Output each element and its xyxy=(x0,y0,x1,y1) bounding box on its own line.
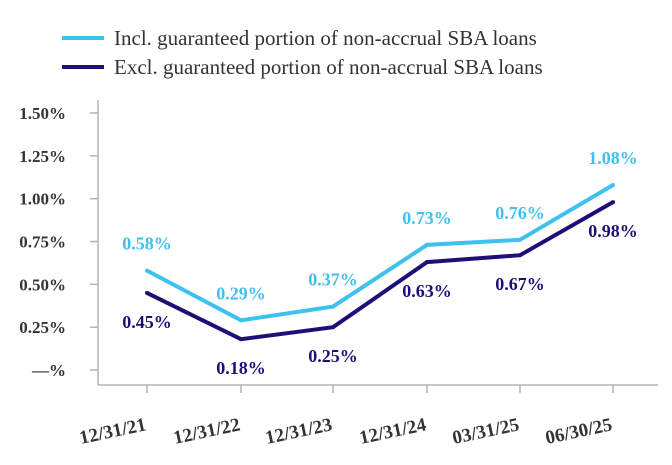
data-point xyxy=(145,268,149,273)
y-tick-label: —% xyxy=(31,361,66,380)
series-layer xyxy=(145,182,615,342)
data-label: 0.58% xyxy=(122,234,172,254)
data-label: 0.76% xyxy=(495,203,545,223)
data-label: 0.25% xyxy=(308,346,358,366)
y-tick-label: 1.00% xyxy=(19,190,66,209)
data-point xyxy=(425,242,429,247)
data-label: 0.37% xyxy=(308,270,358,290)
y-tick-label: 0.75% xyxy=(19,233,66,252)
y-tick-label: 1.25% xyxy=(19,147,66,166)
data-point xyxy=(611,200,615,205)
data-label: 0.98% xyxy=(588,221,638,241)
data-label: 0.67% xyxy=(495,274,545,294)
data-point xyxy=(239,337,243,342)
data-point xyxy=(331,325,335,330)
data-labels: 0.58% 0.29% 0.37% 0.73% 0.76% 1.08% 0.45% 0.18%… xyxy=(122,148,638,378)
data-point xyxy=(239,318,243,323)
x-tick-label: 06/30/25 xyxy=(544,414,614,449)
data-point xyxy=(425,260,429,265)
data-label: 1.08% xyxy=(588,148,638,168)
data-label: 0.18% xyxy=(216,358,266,378)
data-point xyxy=(518,237,522,242)
data-label: 0.73% xyxy=(402,208,452,228)
data-point xyxy=(518,253,522,258)
x-tick-label: 03/31/25 xyxy=(451,414,521,449)
x-tick-label: 12/31/23 xyxy=(264,414,334,449)
data-point xyxy=(611,182,615,187)
y-tick-label: 0.25% xyxy=(19,318,66,337)
data-point xyxy=(145,290,149,295)
legend: Incl. guaranteed portion of non-accrual … xyxy=(62,26,543,79)
data-label: 0.63% xyxy=(402,281,452,301)
data-label: 0.29% xyxy=(216,283,266,303)
x-tick-label: 12/31/24 xyxy=(358,414,429,449)
y-tick-label: 1.50% xyxy=(19,104,66,123)
legend-label-2: Excl. guaranteed portion of non-accrual … xyxy=(114,55,543,79)
series-line-1 xyxy=(146,183,615,323)
x-tick-label: 12/31/21 xyxy=(78,414,148,449)
y-tick-label: 0.50% xyxy=(19,275,66,294)
data-label: 0.45% xyxy=(122,312,172,332)
series-line-2 xyxy=(146,200,614,342)
data-point xyxy=(331,304,335,309)
legend-label-1: Incl. guaranteed portion of non-accrual … xyxy=(114,26,537,50)
x-tick-label: 12/31/22 xyxy=(172,414,242,449)
